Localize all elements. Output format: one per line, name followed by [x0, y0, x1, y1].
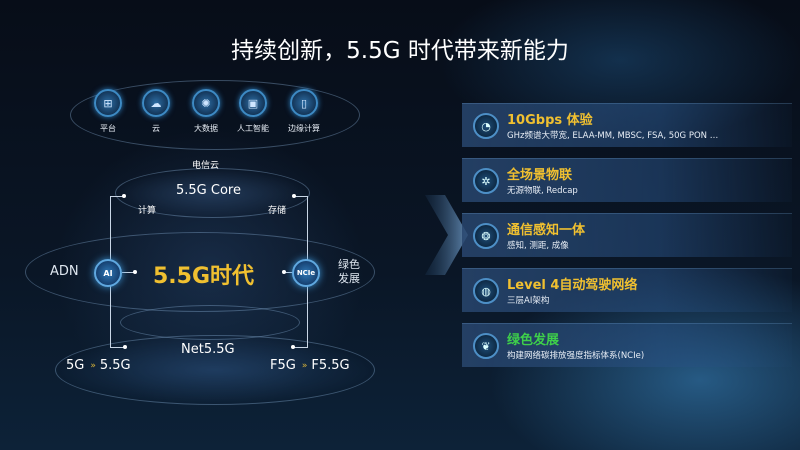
- feature-title: 全场景物联: [507, 168, 573, 183]
- speed-gauge-icon: ◔: [473, 113, 499, 139]
- net-label: Net5.5G: [181, 342, 235, 357]
- feature-title: 10Gbps 体验: [507, 113, 593, 128]
- feature-row: ❦ 绿色发展构建网络碳排放强度指标体系(NCIe): [462, 323, 792, 367]
- bracket-dot: [291, 345, 295, 349]
- bracket-dot: [122, 194, 126, 198]
- feature-subtitle: 三层AI架构: [507, 296, 550, 306]
- right-bracket-bottom: [292, 347, 307, 348]
- feature-subtitle: 感知, 测距, 成像: [507, 241, 569, 251]
- feature-row: ✲ 全场景物联无源物联, Redcap: [462, 158, 792, 202]
- green-development-label: 绿色 发展: [338, 258, 360, 286]
- core-label: 5.5G Core: [176, 183, 241, 198]
- edge-computing-icon: ▯: [290, 89, 318, 117]
- cloud-icon: ☁: [142, 89, 170, 117]
- left-bracket-top: [110, 196, 123, 197]
- feature-subtitle: GHz频谱大带宽, ELAA-MM, MBSC, FSA, 50G PON …: [507, 131, 719, 141]
- big-data-icon: ✺: [192, 89, 220, 117]
- feature-row: ◔ 10Gbps 体验 GHz频谱大带宽, ELAA-MM, MBSC, FSA, …: [462, 103, 792, 147]
- bracket-dot: [282, 270, 286, 274]
- mobile-evolution: 5G » 5.5G: [66, 358, 131, 373]
- ai-connector: [122, 272, 134, 273]
- double-chevron-icon: »: [90, 360, 95, 371]
- core-ring: [115, 168, 310, 218]
- storage-label: 存储: [268, 206, 287, 216]
- compute-label: 计算: [138, 206, 157, 216]
- feature-row: ◍ Level 4自动驾驶网络三层AI架构: [462, 268, 792, 312]
- green-line-2: 发展: [338, 272, 360, 285]
- adn-label: ADN: [50, 264, 79, 279]
- top-icon-label: 边缘计算: [288, 124, 320, 133]
- ai-chip-icon: ▣: [239, 89, 267, 117]
- base-ring: [55, 335, 375, 405]
- mobile-to: 5.5G: [99, 358, 131, 373]
- feature-title: 通信感知一体: [507, 223, 586, 238]
- feature-subtitle: 无源物联, Redcap: [507, 186, 578, 196]
- top-icon-label: 大数据: [194, 124, 218, 133]
- bracket-dot: [292, 194, 296, 198]
- green-line-1: 绿色: [338, 258, 360, 271]
- right-bracket-top: [294, 196, 307, 197]
- era-label: 5.5G时代: [153, 264, 255, 289]
- platform-icon: ⊞: [94, 89, 122, 117]
- ncie-connector: [284, 272, 294, 273]
- ai-badge: AI: [94, 259, 122, 287]
- left-bracket-bottom: [110, 347, 125, 348]
- page-title: 持续创新，5.5G 时代带来新能力: [231, 38, 569, 64]
- feature-row: ❂ 通信感知一体感知, 测距, 成像: [462, 213, 792, 257]
- feature-title: 绿色发展: [507, 333, 560, 348]
- top-icon-label: 平台: [100, 124, 116, 133]
- leaf-icon: ❦: [473, 333, 499, 359]
- globe-network-icon: ◍: [473, 278, 499, 304]
- iot-network-icon: ✲: [473, 168, 499, 194]
- sensing-icon: ❂: [473, 223, 499, 249]
- fixed-from: F5G: [270, 358, 296, 373]
- telecom-cloud-label: 电信云: [192, 161, 220, 171]
- top-icon-label: 人工智能: [237, 124, 269, 133]
- top-icon-label: 云: [152, 124, 160, 133]
- top-ring: [70, 80, 360, 150]
- fixed-to: F5.5G: [311, 358, 350, 373]
- feature-title: Level 4自动驾驶网络: [507, 278, 638, 293]
- double-chevron-icon: »: [301, 360, 307, 371]
- big-arrow-icon: [425, 195, 468, 275]
- bracket-dot: [123, 345, 127, 349]
- ncie-badge: NCIe: [292, 259, 320, 287]
- fixed-evolution: F5G » F5.5G: [270, 358, 350, 373]
- bracket-dot: [133, 270, 137, 274]
- feature-subtitle: 构建网络碳排放强度指标体系(NCIe): [507, 351, 645, 361]
- mobile-from: 5G: [66, 358, 85, 373]
